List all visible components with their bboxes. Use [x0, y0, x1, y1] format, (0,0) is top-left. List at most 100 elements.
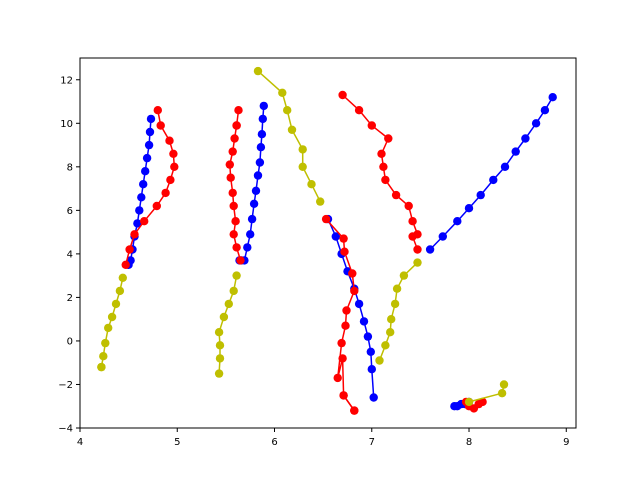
data-point	[298, 162, 307, 171]
data-point	[257, 130, 267, 139]
series-8	[338, 90, 422, 239]
data-point	[287, 125, 297, 134]
data-point	[340, 247, 349, 256]
series-2	[97, 273, 128, 372]
data-point	[253, 66, 263, 76]
data-point	[153, 106, 162, 115]
data-point	[408, 232, 417, 241]
data-point	[259, 101, 268, 111]
data-point	[399, 271, 409, 280]
data-point	[137, 193, 146, 202]
data-point	[438, 232, 447, 241]
data-point	[232, 121, 241, 130]
data-point	[331, 232, 340, 241]
data-point	[152, 201, 161, 211]
data-point	[392, 284, 402, 293]
data-point	[379, 162, 388, 171]
data-point	[140, 217, 149, 226]
data-point	[339, 234, 348, 243]
data-point	[369, 393, 378, 402]
series-17	[464, 380, 509, 407]
data-point	[363, 332, 373, 341]
data-point	[381, 341, 390, 350]
data-point	[367, 365, 376, 374]
x-tick-label: 8	[466, 437, 472, 448]
data-point	[359, 317, 369, 326]
data-point	[165, 136, 174, 145]
data-point	[111, 299, 121, 309]
series-13	[375, 258, 422, 365]
y-tick-label: −4	[58, 424, 73, 435]
data-point	[142, 153, 152, 163]
data-point	[135, 206, 144, 215]
data-point	[99, 352, 108, 361]
data-point	[413, 245, 422, 254]
y-tick-label: 6	[67, 206, 73, 217]
data-point	[232, 243, 241, 252]
x-tick-label: 4	[77, 437, 83, 448]
data-point	[500, 162, 510, 171]
data-point	[413, 258, 422, 267]
data-point	[214, 328, 224, 337]
data-point	[408, 217, 417, 226]
data-point	[391, 190, 401, 200]
data-point	[464, 204, 474, 213]
x-tick-label: 5	[174, 437, 180, 448]
x-axis: 4 5 6 7 8 9	[77, 428, 569, 448]
data-point	[226, 173, 235, 182]
data-point	[107, 312, 117, 322]
data-point	[215, 341, 225, 350]
data-point	[321, 214, 331, 224]
data-point	[232, 271, 241, 280]
data-point	[375, 356, 384, 365]
data-point	[316, 197, 325, 206]
data-point	[339, 391, 348, 400]
data-point	[258, 114, 267, 124]
data-point	[156, 121, 165, 130]
y-tick-label: 4	[67, 249, 73, 260]
data-point	[228, 147, 237, 156]
data-point	[121, 260, 130, 269]
data-point	[298, 145, 307, 154]
data-point	[499, 380, 509, 389]
data-point	[350, 406, 359, 415]
data-point	[253, 171, 263, 180]
data-point	[521, 134, 530, 143]
data-point	[234, 106, 243, 115]
y-tick-label: 10	[60, 119, 73, 130]
series-7	[253, 66, 325, 206]
data-point	[225, 160, 234, 169]
data-point	[511, 147, 520, 156]
data-point	[255, 158, 265, 167]
data-point	[229, 201, 238, 211]
series-14	[425, 93, 557, 254]
data-point	[256, 143, 266, 152]
data-point	[387, 315, 396, 324]
data-point	[464, 397, 474, 407]
data-point	[169, 149, 178, 158]
data-point	[236, 256, 245, 265]
y-tick-label: 2	[67, 293, 73, 304]
data-point	[337, 338, 346, 348]
data-point	[476, 190, 485, 200]
data-point	[246, 230, 255, 239]
data-point	[478, 397, 487, 407]
data-point	[161, 188, 170, 198]
data-point	[386, 328, 395, 337]
data-point	[130, 230, 139, 239]
data-point	[390, 299, 400, 309]
data-point	[381, 175, 390, 185]
data-point	[229, 286, 238, 296]
data-point	[354, 106, 364, 115]
data-point	[404, 201, 413, 211]
data-point	[170, 162, 179, 171]
data-point	[139, 180, 148, 189]
data-point	[531, 119, 541, 128]
data-point	[307, 180, 316, 189]
data-point	[115, 286, 125, 296]
series-12	[339, 391, 359, 415]
data-point	[104, 323, 113, 333]
data-point	[453, 217, 462, 226]
